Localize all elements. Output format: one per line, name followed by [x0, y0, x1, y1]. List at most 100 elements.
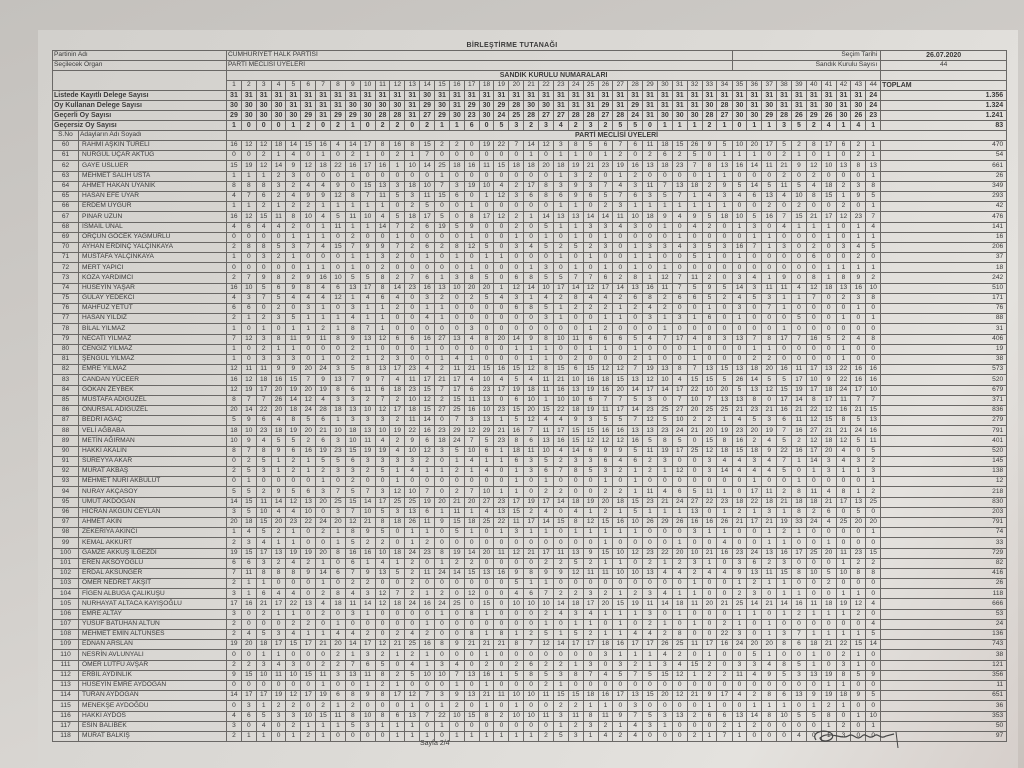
station-vote: 1: [359, 679, 376, 692]
station-vote: 0: [255, 231, 272, 243]
station-vote: 4: [300, 292, 317, 305]
station-vote: 4: [671, 241, 688, 254]
station-vote: 1: [597, 527, 614, 539]
station-vote: 10: [255, 669, 272, 681]
station-vote: 1: [330, 527, 346, 539]
candidate-total: 31: [880, 323, 1008, 335]
station-vote: 2: [567, 353, 584, 366]
summary-value: 1: [671, 120, 688, 131]
station-vote: 0: [805, 323, 822, 335]
station-vote: 8: [567, 669, 584, 681]
station-vote: 3: [776, 628, 792, 641]
station-vote: 0: [538, 252, 554, 264]
station-vote: 26: [686, 139, 703, 152]
station-vote: 0: [805, 679, 822, 692]
station-vote: 0: [612, 353, 629, 366]
station-vote: 15: [285, 639, 302, 651]
station-vote: 4: [805, 180, 822, 192]
station-vote: 0: [434, 578, 450, 590]
station-vote: 5: [701, 211, 718, 223]
station-vote: 17: [226, 598, 242, 610]
station-vote: 5: [850, 415, 867, 427]
station-vote: 14: [612, 282, 629, 294]
station-vote: 1: [359, 252, 376, 264]
summary-value: 27: [716, 110, 733, 121]
summary-value: 31: [761, 90, 778, 101]
station-vote: 0: [493, 394, 510, 406]
station-vote: 0: [820, 170, 837, 182]
station-vote: 5: [776, 139, 792, 152]
candidate-total: 203: [880, 506, 1008, 518]
station-vote: 15: [300, 139, 317, 152]
station-vote: 0: [746, 262, 763, 274]
station-vote: 20: [820, 547, 837, 559]
station-vote: 24: [671, 425, 688, 437]
station-vote: 19: [582, 496, 599, 508]
station-vote: 17: [359, 282, 376, 294]
station-vote: 3: [240, 700, 257, 712]
station-vote: 21: [835, 425, 852, 437]
station-vote: 1: [240, 476, 257, 488]
station-vote: 1: [285, 252, 302, 264]
candidate-total: 11: [880, 679, 1008, 692]
station-vote: 20: [597, 496, 614, 508]
summary-value: 31: [300, 90, 317, 101]
station-vote: 0: [240, 608, 257, 620]
summary-value: 30: [761, 100, 778, 111]
station-number: 25: [582, 80, 599, 91]
candidate-row: 115 MENEKŞE AYDOĞDU 0 3 1 2 2 0 2 1 2 0 0 0 1 0 1 2 0 1 0 1 0 0…: [52, 700, 1008, 712]
station-vote: 17: [791, 374, 807, 386]
station-vote: 1: [523, 343, 540, 355]
station-vote: 1: [315, 476, 332, 488]
station-vote: 3: [761, 292, 778, 305]
station-vote: 11: [538, 425, 554, 437]
station-vote: 0: [865, 578, 882, 590]
station-vote: 0: [567, 578, 584, 590]
station-vote: 4: [285, 557, 302, 569]
station-vote: 18: [463, 516, 480, 529]
station-vote: 6: [671, 486, 688, 498]
station-vote: 4: [656, 649, 673, 661]
station-vote: 12: [255, 139, 272, 152]
station-vote: 11: [478, 160, 495, 172]
station-number: 22: [538, 80, 554, 91]
station-vote: 22: [835, 364, 852, 376]
station-vote: 4: [656, 567, 673, 580]
candidate-total: 16: [880, 231, 1008, 243]
station-vote: 3: [359, 455, 376, 468]
station-vote: 2: [359, 394, 376, 406]
summary-value: 4: [820, 120, 837, 131]
station-vote: 8: [374, 669, 391, 681]
station-vote: 17: [582, 639, 599, 651]
station-vote: 0: [523, 537, 540, 549]
station-vote: 1: [612, 170, 629, 182]
station-vote: 5: [791, 313, 807, 325]
station-vote: 2: [701, 180, 718, 192]
station-vote: 10: [359, 710, 376, 722]
station-vote: 1: [612, 618, 629, 631]
station-vote: 0: [820, 343, 837, 355]
station-vote: 7: [627, 710, 644, 722]
summary-value: 31: [746, 100, 763, 111]
station-vote: 5: [805, 710, 822, 722]
station-vote: 4: [731, 415, 748, 427]
station-vote: 1: [850, 588, 867, 600]
station-vote: 13: [761, 547, 778, 559]
station-vote: 4: [552, 608, 569, 620]
station-vote: 18: [389, 598, 406, 610]
station-vote: 2: [434, 241, 450, 254]
station-vote: 25: [656, 404, 673, 417]
station-vote: 0: [240, 323, 257, 335]
candidate-total: 371: [880, 394, 1008, 406]
station-vote: 3: [315, 486, 332, 498]
station-vote: 0: [523, 313, 540, 325]
station-vote: 0: [731, 649, 748, 661]
station-vote: 1: [701, 527, 718, 539]
candidate-row: 68 İSMAİL ÜNAL 4 6 4 4 2 0 1 11 1 1 14 7 2 6 19 5 9 0 0 2 0 5 1 1…: [52, 221, 1008, 233]
station-vote: 11: [344, 211, 361, 223]
station-vote: 0: [716, 302, 733, 315]
station-vote: 9: [776, 272, 792, 284]
station-vote: 14: [270, 160, 287, 172]
station-vote: 2: [567, 302, 584, 315]
station-vote: 15: [419, 404, 436, 417]
